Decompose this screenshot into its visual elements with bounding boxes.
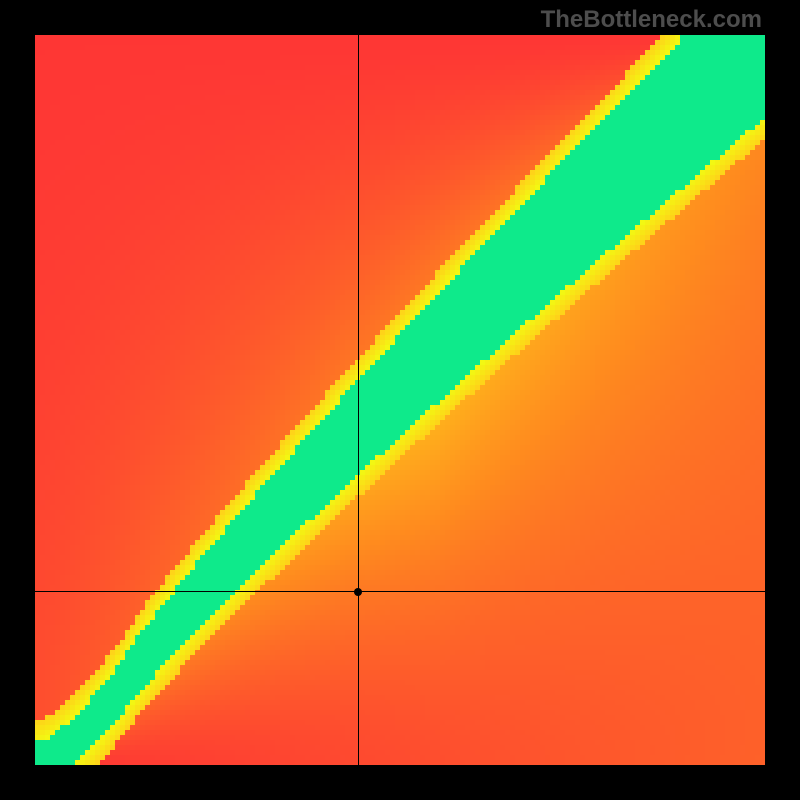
chart-container: TheBottleneck.com	[0, 0, 800, 800]
crosshair-horizontal	[35, 591, 765, 592]
crosshair-marker	[354, 588, 362, 596]
watermark-text: TheBottleneck.com	[541, 6, 762, 34]
crosshair-vertical	[358, 35, 359, 765]
heatmap-canvas	[35, 35, 765, 765]
